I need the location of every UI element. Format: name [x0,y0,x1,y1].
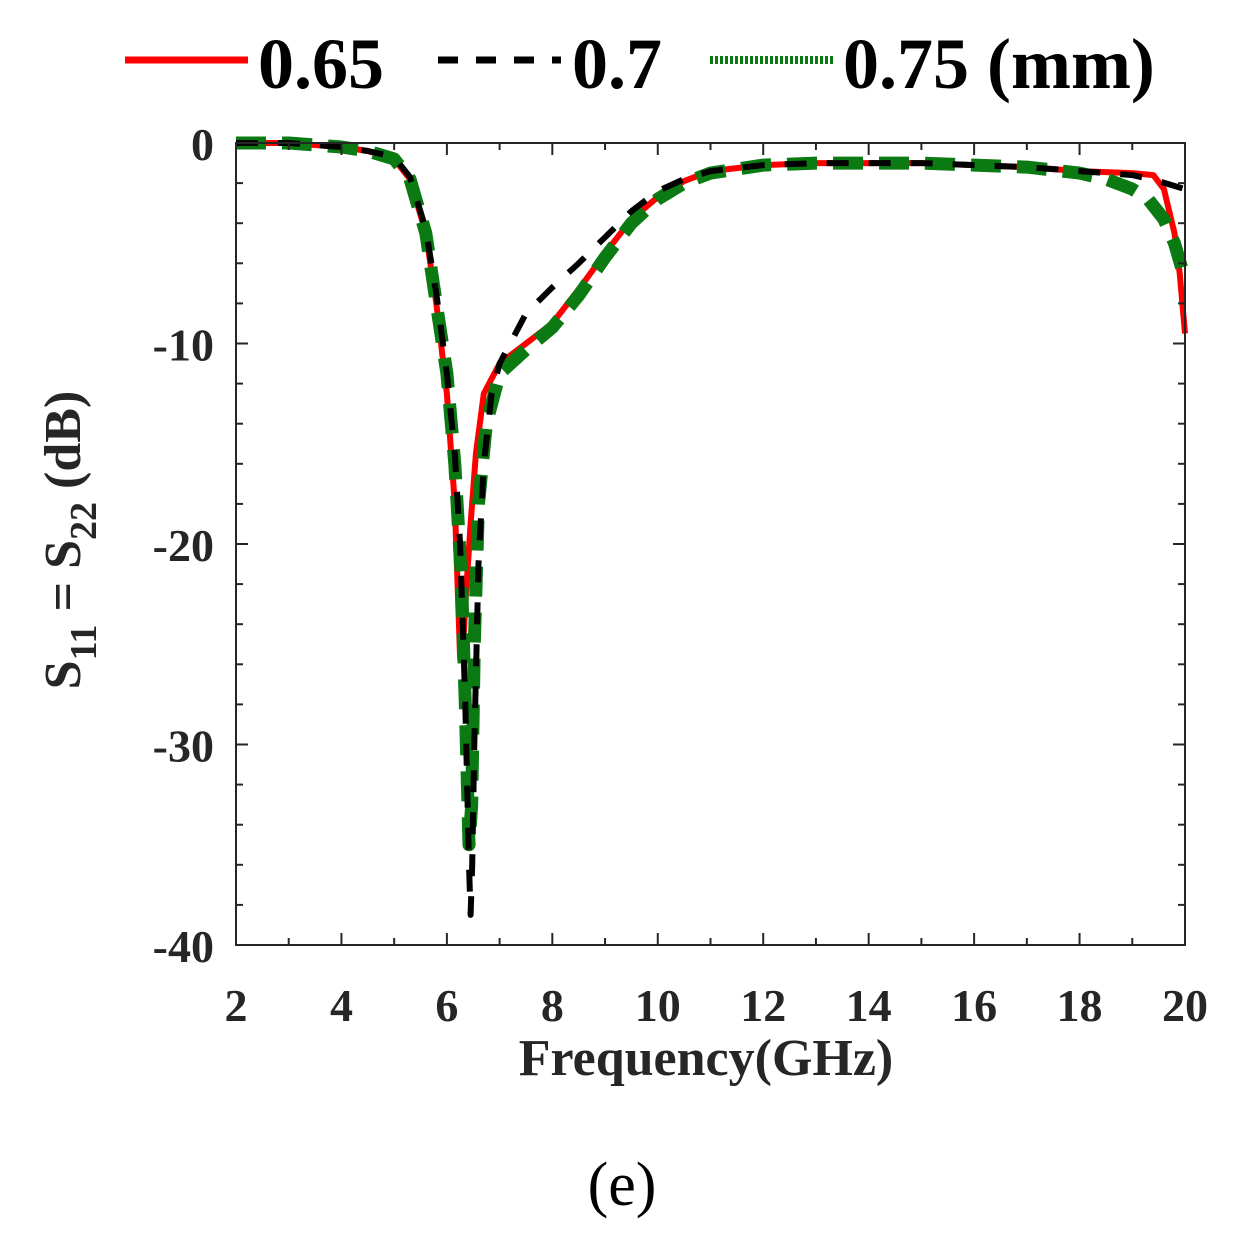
legend-label-0.65: 0.65 [258,24,384,104]
x-tick-group: 2 4 6 8 10 12 14 16 18 20 [225,143,1208,1031]
y-tick-label: -10 [153,320,214,371]
y-label-sub-11: 11 [63,624,105,660]
y-tick-label: -40 [153,921,214,972]
y-label-equals-s: = S [35,540,92,625]
series-line-0.75mm [236,136,1192,852]
x-tick-label: 4 [330,980,353,1031]
x-tick-label: 18 [1057,980,1103,1031]
y-tick-group: 0 -10 -20 -30 -40 [153,119,1185,972]
y-label-unit: (dB) [35,391,92,502]
x-tick-label: 10 [635,980,681,1031]
y-label-sub-22: 22 [63,502,105,540]
y-tick-label: -30 [153,721,214,772]
x-tick-label: 14 [846,980,892,1031]
series-line-0.7 [236,140,1186,918]
plot-frame [235,142,1186,946]
x-axis-label: Frequency(GHz) [519,1030,894,1087]
series-group [236,136,1192,918]
x-tick-label: 20 [1162,980,1208,1031]
series-line-0.65 [236,140,1188,662]
x-tick-label: 6 [435,980,458,1031]
y-label-s: S [35,660,92,689]
y-tick-label: -20 [153,520,214,571]
legend-label-0.7: 0.7 [572,24,662,104]
legend: 0.65 0.7 0.75 (mm) [125,24,1155,104]
legend-label-0.75mm: 0.75 (mm) [843,24,1155,104]
x-tick-label: 2 [225,980,248,1031]
x-tick-label: 12 [740,980,786,1031]
x-tick-label: 16 [951,980,997,1031]
y-tick-label: 0 [191,119,214,170]
x-tick-label: 8 [541,980,564,1031]
figure-caption: (e) [588,1151,657,1219]
y-axis-label: S11 = S22 (dB) [35,391,105,690]
